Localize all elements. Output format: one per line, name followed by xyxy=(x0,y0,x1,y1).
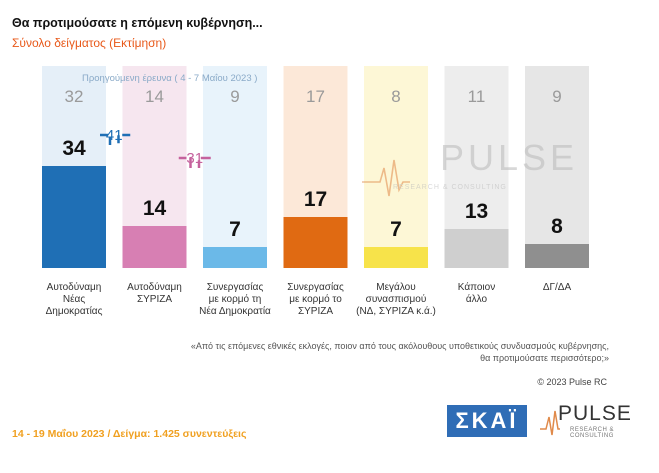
question-line-2: θα προτιμούσατε περισσότερο;» xyxy=(480,353,609,363)
bar xyxy=(364,247,428,268)
bar xyxy=(122,226,187,268)
bar xyxy=(283,217,348,268)
skai-logo: ΣΚΑΪ xyxy=(447,405,527,437)
column-background xyxy=(364,66,428,268)
bar xyxy=(42,166,106,268)
bracket-left xyxy=(98,133,112,145)
chart-title: Θα προτιμούσατε η επόμενη κυβέρνηση... xyxy=(12,16,263,30)
bracket-total-label: 41 xyxy=(106,127,123,144)
value-label: 17 xyxy=(304,188,327,211)
bracket-left xyxy=(178,156,192,168)
value-label: 13 xyxy=(465,200,488,223)
question-line-1: «Από τις επόμενες εθνικές εκλογές, ποιον… xyxy=(190,341,609,351)
category-label: Μεγάλου συνασπισμού (ΝΔ, ΣΥΡΙΖΑ κ.ά.) xyxy=(356,281,436,317)
survey-info: 14 - 19 Μαΐου 2023 / Δείγμα: 1.425 συνεν… xyxy=(12,428,247,440)
value-label: 7 xyxy=(229,218,241,241)
question-footnote: «Από τις επόμενες εθνικές εκλογές, ποιον… xyxy=(49,340,609,364)
previous-value-label: 9 xyxy=(230,87,239,106)
previous-value-label: 32 xyxy=(65,87,84,106)
category-label: Συνεργασίας με κορμό τη Νέα Δημοκρατία xyxy=(199,281,271,317)
value-label: 14 xyxy=(143,197,167,220)
pulse-logo-text: PULSE xyxy=(558,402,632,425)
column-background xyxy=(525,66,589,268)
previous-value-label: 17 xyxy=(306,87,325,106)
bar xyxy=(444,229,509,268)
copyright: © 2023 Pulse RC xyxy=(537,377,607,387)
pulse-wave-icon xyxy=(540,410,560,436)
value-label: 34 xyxy=(62,137,86,160)
pulse-logo: PULSE RESEARCH & CONSULTING xyxy=(540,402,635,439)
bracket-total-label: 31 xyxy=(186,150,203,167)
previous-value-label: 8 xyxy=(391,87,400,106)
pulse-watermark-text: PULSE xyxy=(440,137,578,178)
pulse-logo-tagline: RESEARCH & CONSULTING xyxy=(570,427,615,439)
category-label: ΔΓ/ΔΑ xyxy=(543,282,572,293)
previous-value-label: 11 xyxy=(468,87,486,106)
category-label: Αυτοδύναμη ΣΥΡΙΖΑ xyxy=(127,281,182,305)
chart-subtitle: Σύνολο δείγματος (Εκτίμηση) xyxy=(12,36,167,50)
category-label: Κάποιον άλλο xyxy=(458,281,495,305)
value-label: 7 xyxy=(390,218,402,241)
previous-value-label: 14 xyxy=(145,87,164,106)
pulse-watermark-tagline: RESEARCH & CONSULTING xyxy=(393,184,507,191)
bar xyxy=(525,244,589,268)
category-label: Αυτοδύναμη Νέας Δημοκρατίας xyxy=(46,281,103,317)
bracket-right xyxy=(197,156,211,168)
column-background xyxy=(203,66,267,268)
bracket-right xyxy=(117,133,131,145)
pulse-watermark-icon xyxy=(362,159,410,197)
previous-value-label: 9 xyxy=(552,87,561,106)
bar xyxy=(203,247,267,268)
value-label: 8 xyxy=(551,215,563,238)
previous-survey-label: Προηγούμενη έρευνα ( 4 - 7 Μαΐου 2023 ) xyxy=(82,73,257,84)
category-label: Συνεργασίας με κορμό το ΣΥΡΙΖΑ xyxy=(287,281,344,317)
